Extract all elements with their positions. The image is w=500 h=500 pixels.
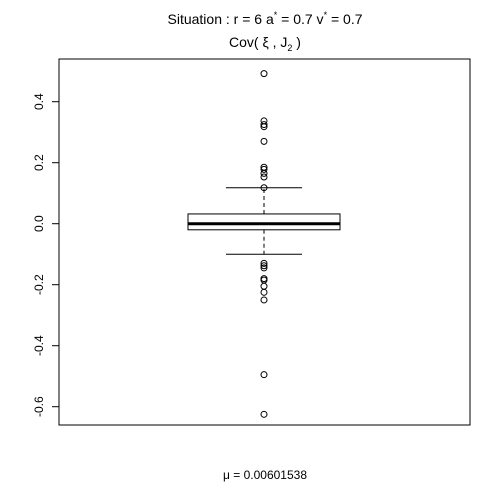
- outlier-point: [260, 259, 268, 267]
- outlier-point: [260, 410, 268, 418]
- outlier-point: [260, 262, 268, 270]
- outlier-point: [260, 264, 268, 272]
- outlier-point: [260, 288, 268, 296]
- outlier-points: [260, 70, 268, 418]
- outlier-point: [260, 121, 268, 129]
- chart-subtitle: Cov( ξ , J2 ): [229, 34, 301, 53]
- outlier-point: [260, 70, 268, 78]
- box-plot: [187, 187, 341, 255]
- plot-frame: [58, 58, 471, 426]
- y-tick-label: -0.6: [32, 396, 46, 417]
- y-tick-label: -0.2: [32, 274, 46, 295]
- outlier-point: [260, 184, 268, 192]
- outlier-point: [260, 137, 268, 145]
- y-tick-label: 0.2: [32, 154, 46, 171]
- outlier-point: [260, 296, 268, 304]
- outlier-point: [260, 173, 268, 181]
- outlier-point: [260, 169, 268, 177]
- outlier-point: [260, 165, 268, 173]
- iqr-box: [187, 213, 341, 231]
- y-axis: -0.6 -0.4 -0.2 0.0 0.2 0.4: [32, 93, 60, 417]
- outlier-point: [260, 123, 268, 131]
- outlier-point: [260, 282, 268, 290]
- outlier-point: [260, 371, 268, 379]
- footer-mean: μ = 0.00601538: [223, 468, 307, 482]
- chart-title: Situation : r = 6 a* = 0.7 v* = 0.7: [168, 10, 363, 27]
- y-tick-label: 0.4: [32, 93, 46, 110]
- y-tick-label: 0.0: [32, 215, 46, 232]
- y-tick-label: -0.4: [32, 335, 46, 356]
